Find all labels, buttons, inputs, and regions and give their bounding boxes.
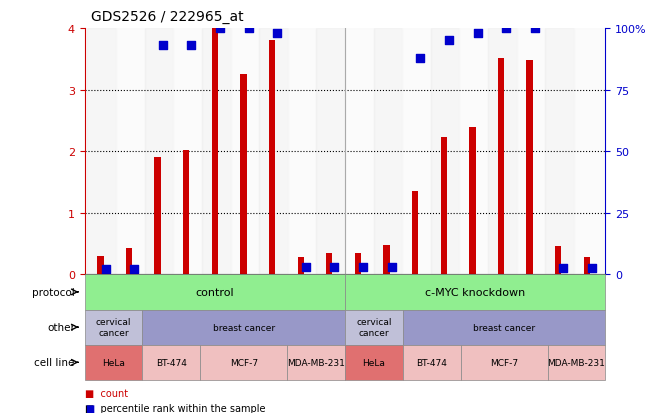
Text: control: control [195,287,234,297]
Point [186,43,197,50]
Point [158,43,168,50]
Bar [316,29,345,275]
Bar [488,29,517,275]
Point [387,264,397,271]
Bar [460,29,488,275]
Bar [345,29,374,275]
Bar [431,29,460,275]
Point [215,26,225,32]
Point [558,265,568,272]
Point [444,38,454,45]
Bar [145,29,173,275]
Bar [259,29,288,275]
Point [415,55,426,62]
Bar [517,29,546,275]
Bar [326,253,333,275]
Text: c-MYC knockdown: c-MYC knockdown [425,287,525,297]
Point [272,31,283,37]
Point [529,26,540,32]
Bar [240,75,247,275]
Text: cell line: cell line [35,357,75,368]
Text: MDA-MB-231: MDA-MB-231 [547,358,605,367]
Point [473,31,483,37]
Bar [469,127,475,275]
Text: other: other [47,322,75,332]
Point [587,265,597,272]
Bar [402,29,431,275]
Text: MCF-7: MCF-7 [230,358,258,367]
Bar [212,29,218,275]
Point [301,264,311,271]
Text: protocol: protocol [32,287,75,297]
Text: HeLa: HeLa [102,358,125,367]
Bar [584,257,590,275]
Text: breast cancer: breast cancer [473,323,535,332]
Bar [87,29,116,275]
Text: ■: ■ [85,403,94,413]
Point [100,266,111,273]
Point [243,26,254,32]
Text: HeLa: HeLa [363,358,385,367]
Bar [97,256,104,275]
Bar [202,29,230,275]
Bar [383,245,390,275]
Bar [374,29,402,275]
Text: cervical
cancer: cervical cancer [96,318,132,337]
Bar [298,257,304,275]
Bar [546,29,574,275]
Bar [230,29,259,275]
Bar [555,247,561,275]
Text: ■  count: ■ count [85,388,128,398]
Point [358,264,368,271]
Bar [183,151,189,275]
Text: ■  percentile rank within the sample: ■ percentile rank within the sample [85,403,265,413]
Text: breast cancer: breast cancer [213,323,275,332]
Bar [527,61,533,275]
Bar [574,29,603,275]
Point [329,264,340,271]
Text: BT-474: BT-474 [156,358,187,367]
Point [129,266,139,273]
Bar [126,249,132,275]
Bar [441,138,447,275]
Bar [116,29,145,275]
Bar [355,253,361,275]
Point [501,26,511,32]
Bar [173,29,202,275]
Text: MDA-MB-231: MDA-MB-231 [287,358,345,367]
Bar [154,158,161,275]
Bar [412,192,419,275]
Text: GDS2526 / 222965_at: GDS2526 / 222965_at [91,10,243,24]
Bar [269,41,275,275]
Text: cervical
cancer: cervical cancer [356,318,392,337]
Bar [288,29,316,275]
Text: MCF-7: MCF-7 [490,358,518,367]
Text: BT-474: BT-474 [417,358,447,367]
Bar [498,58,504,275]
